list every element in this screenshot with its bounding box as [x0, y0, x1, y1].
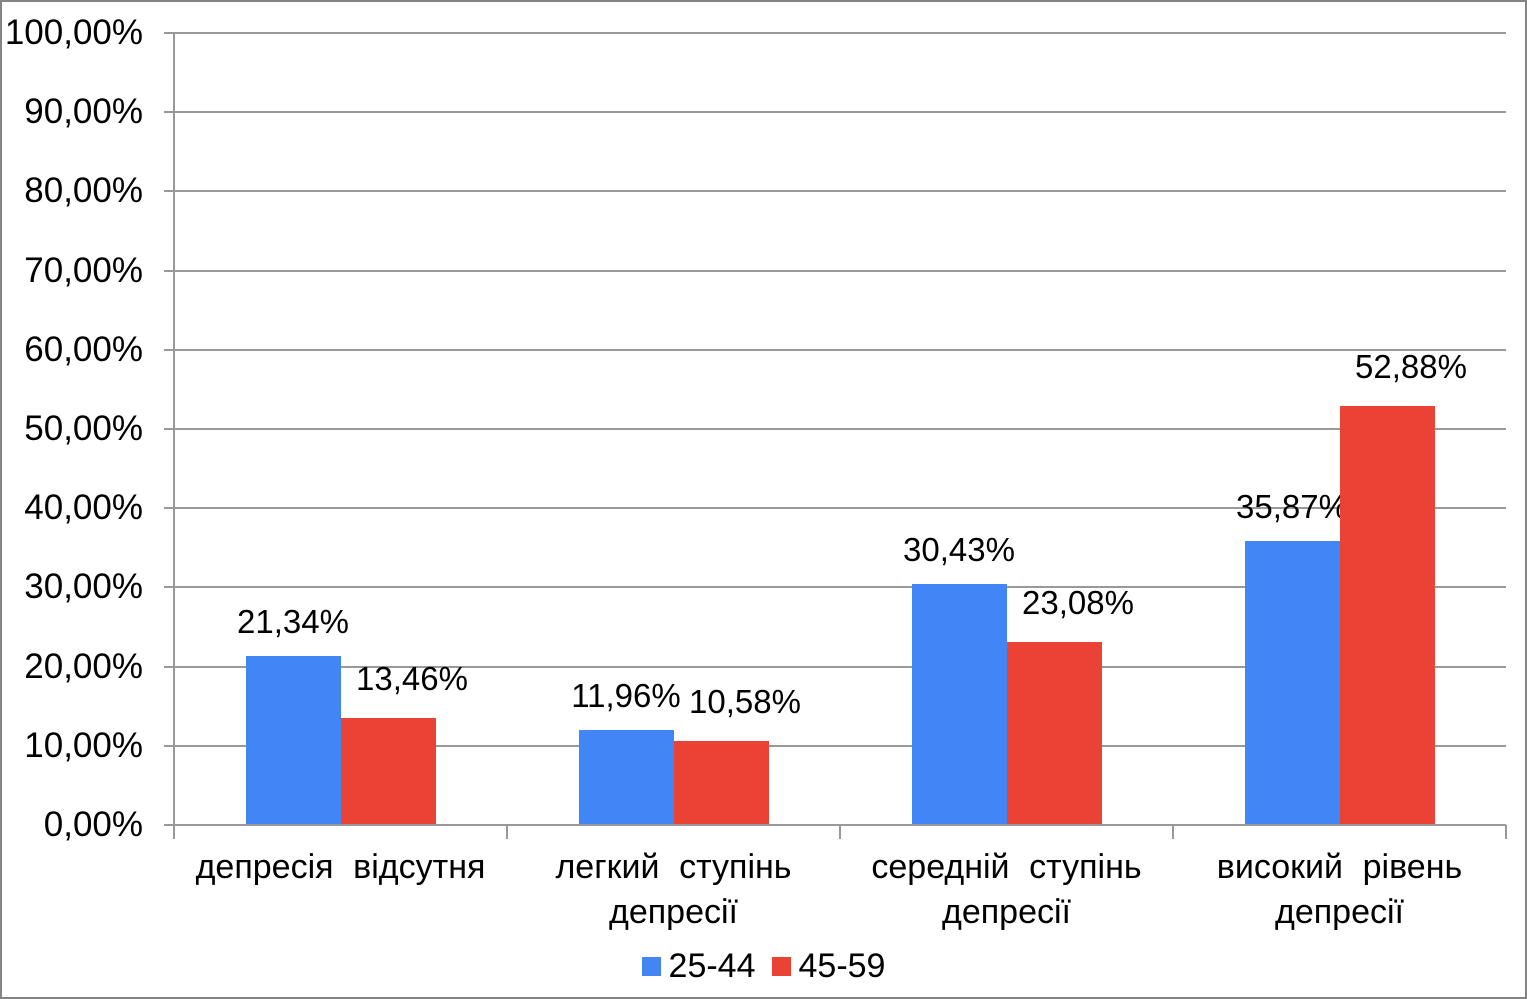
gridline	[164, 744, 1506, 747]
category-label-line: депресії	[609, 893, 738, 931]
bar-value-label: 35,87%	[1236, 487, 1348, 525]
x-axis-tick	[1172, 825, 1174, 839]
y-axis-line	[173, 33, 175, 839]
y-axis-tick-label: 60,00%	[24, 329, 143, 369]
category-label-line: депресії	[942, 893, 1071, 931]
y-axis-tick-label: 40,00%	[24, 488, 143, 528]
y-axis-tick-label: 20,00%	[24, 646, 143, 686]
bar-25-44-2	[911, 583, 1007, 824]
category-label-line: депресія відсутня	[195, 848, 486, 886]
x-axis-tick	[839, 825, 841, 839]
bar-value-label: 13,46%	[356, 660, 468, 698]
gridline	[164, 507, 1506, 510]
bar-45-59-3	[1339, 406, 1435, 824]
gridline	[164, 428, 1506, 430]
legend-label-25-44: 25-44	[668, 947, 756, 985]
bar-value-label: 21,34%	[237, 602, 349, 640]
y-axis-tick-label: 0,00%	[43, 805, 143, 844]
y-axis-tick-label: 100,00%	[4, 13, 143, 52]
x-axis-tick	[173, 825, 175, 839]
bar-45-59-1	[673, 741, 769, 824]
category-label-0: депресія відсутня	[174, 845, 507, 890]
bar-45-59-2	[1006, 642, 1102, 824]
category-label-3: високий рівень депресії	[1173, 845, 1506, 935]
bar-value-label: 11,96%	[571, 677, 681, 715]
legend-item-45-59: 45-59	[771, 947, 886, 985]
bar-25-44-3	[1244, 540, 1340, 824]
category-label-2: середній ступінь депресії	[840, 845, 1173, 935]
category-label-line: середній ступінь	[871, 848, 1142, 886]
category-label-1: легкий ступінь депресії	[507, 845, 840, 935]
bar-25-44-0	[245, 655, 341, 824]
legend-item-25-44: 25-44	[641, 947, 756, 985]
category-label-line: високий рівень	[1216, 848, 1463, 886]
legend-label-45-59: 45-59	[798, 947, 886, 985]
gridline	[164, 348, 1506, 351]
bar-value-label: 30,43%	[903, 530, 1015, 568]
gridline	[164, 665, 1506, 668]
legend-swatch-red-icon	[771, 956, 791, 976]
category-label-line: депресії	[1275, 893, 1404, 931]
legend: 25-44 45-59	[2, 946, 1525, 986]
x-axis-tick	[506, 825, 508, 839]
legend-swatch-blue-icon	[641, 956, 661, 976]
gridline	[164, 586, 1506, 589]
y-axis-tick-label: 80,00%	[24, 171, 143, 211]
gridline	[164, 190, 1506, 193]
y-axis-tick-label: 50,00%	[24, 409, 143, 448]
gridline	[164, 824, 1506, 826]
y-axis-tick-label: 30,00%	[24, 567, 143, 607]
bar-25-44-1	[578, 730, 674, 824]
bar-value-label: 23,08%	[1022, 584, 1134, 622]
y-axis-tick-label: 10,00%	[24, 725, 143, 765]
category-label-line: легкий ступінь	[555, 848, 792, 886]
bar-45-59-0	[340, 718, 436, 824]
bar-value-label: 10,58%	[689, 683, 801, 721]
gridline	[164, 269, 1506, 272]
y-axis-tick-label: 70,00%	[24, 250, 143, 290]
bar-value-label: 52,88%	[1355, 348, 1467, 386]
gridline	[164, 32, 1506, 34]
x-axis-tick	[1505, 825, 1507, 839]
y-axis-tick-label: 90,00%	[24, 92, 143, 132]
gridline	[164, 111, 1506, 114]
